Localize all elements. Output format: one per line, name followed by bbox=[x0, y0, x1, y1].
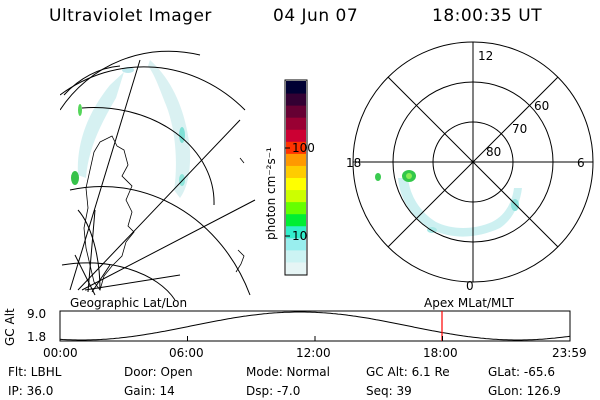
altitude-bottom-value: 1.8 bbox=[27, 330, 47, 344]
date-label: 04 Jun 07 bbox=[273, 6, 359, 26]
glon-info: GLon: 126.9 bbox=[488, 384, 561, 398]
x-tick-marks bbox=[59, 336, 571, 341]
gain-info: Gain: 14 bbox=[124, 384, 175, 398]
altitude-axis-label: GC Alt bbox=[3, 308, 17, 346]
colorbar-segment bbox=[286, 249, 306, 263]
mlt-label-18: 18 bbox=[346, 156, 362, 170]
colorbar-segment bbox=[286, 105, 306, 118]
altitude-curve bbox=[59, 311, 571, 341]
mlt-label-0: 0 bbox=[466, 279, 474, 293]
colorbar-segment bbox=[286, 93, 306, 106]
lat-label-70: 70 bbox=[512, 122, 528, 136]
colorbar-segment bbox=[286, 201, 306, 215]
right-aurora-emission bbox=[375, 170, 522, 237]
colorbar-segment bbox=[286, 177, 306, 191]
colorbar-segment bbox=[286, 117, 306, 130]
altitude-top-value: 9.0 bbox=[27, 307, 47, 321]
colorbar-segment bbox=[286, 225, 306, 239]
left-map-caption: Geographic Lat/Lon bbox=[70, 296, 188, 310]
mlt-label-6: 6 bbox=[577, 156, 585, 170]
seq-info: Seq: 39 bbox=[366, 384, 412, 398]
colorbar-label-10: 10 bbox=[292, 229, 308, 243]
time-tick-0000: 00:00 bbox=[43, 346, 78, 360]
time-tick-1200: 12:00 bbox=[296, 346, 331, 360]
colorbar-segment bbox=[286, 213, 306, 227]
mlt-label-12: 12 bbox=[478, 49, 494, 63]
colorbar-segment bbox=[286, 81, 306, 94]
geographic-map bbox=[60, 50, 256, 300]
colorbar-frame bbox=[284, 79, 308, 276]
right-map-caption: Apex MLat/MLT bbox=[424, 296, 514, 310]
ip-info: IP: 36.0 bbox=[8, 384, 54, 398]
instrument-title: Ultraviolet Imager bbox=[49, 6, 212, 26]
dsp-info: Dsp: -7.0 bbox=[246, 384, 301, 398]
latitude-grid bbox=[60, 50, 251, 300]
time-label: 18:00:35 UT bbox=[432, 6, 543, 26]
colorbar-segment bbox=[286, 237, 306, 251]
colorbar-unit-label: photon cm⁻²s⁻¹ bbox=[264, 147, 278, 240]
colorbar-segment bbox=[286, 165, 306, 178]
colorbar-segment bbox=[286, 129, 306, 142]
time-tick-1800: 18:00 bbox=[423, 346, 458, 360]
coastline bbox=[83, 135, 135, 291]
door-info: Door: Open bbox=[124, 365, 193, 379]
altitude-panel bbox=[59, 310, 571, 342]
colorbar-segment bbox=[286, 153, 306, 166]
time-tick-0600: 06:00 bbox=[169, 346, 204, 360]
gc-alt-info: GC Alt: 6.1 Re bbox=[366, 365, 450, 379]
mlt-line-diag-2 bbox=[387, 76, 559, 248]
lat-label-60: 60 bbox=[534, 99, 550, 113]
glat-info: GLat: -65.6 bbox=[488, 365, 555, 379]
colorbar-segment bbox=[286, 141, 306, 154]
left-aurora-emission bbox=[71, 60, 191, 198]
colorbar bbox=[284, 79, 308, 276]
colorbar-segment bbox=[286, 189, 306, 203]
colorbar-label-100: 100 bbox=[292, 141, 315, 155]
lat-label-80: 80 bbox=[486, 145, 502, 159]
colorbar-segment bbox=[286, 261, 306, 275]
polar-map bbox=[352, 41, 594, 283]
filter-info: Flt: LBHL bbox=[8, 365, 62, 379]
time-tick-2359: 23:59 bbox=[552, 346, 587, 360]
mode-info: Mode: Normal bbox=[246, 365, 330, 379]
